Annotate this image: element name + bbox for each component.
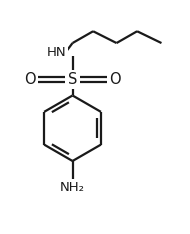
Text: HN: HN (47, 46, 66, 59)
Text: O: O (109, 72, 120, 87)
Text: O: O (25, 72, 36, 87)
Text: NH₂: NH₂ (60, 181, 85, 194)
Text: S: S (68, 72, 77, 87)
